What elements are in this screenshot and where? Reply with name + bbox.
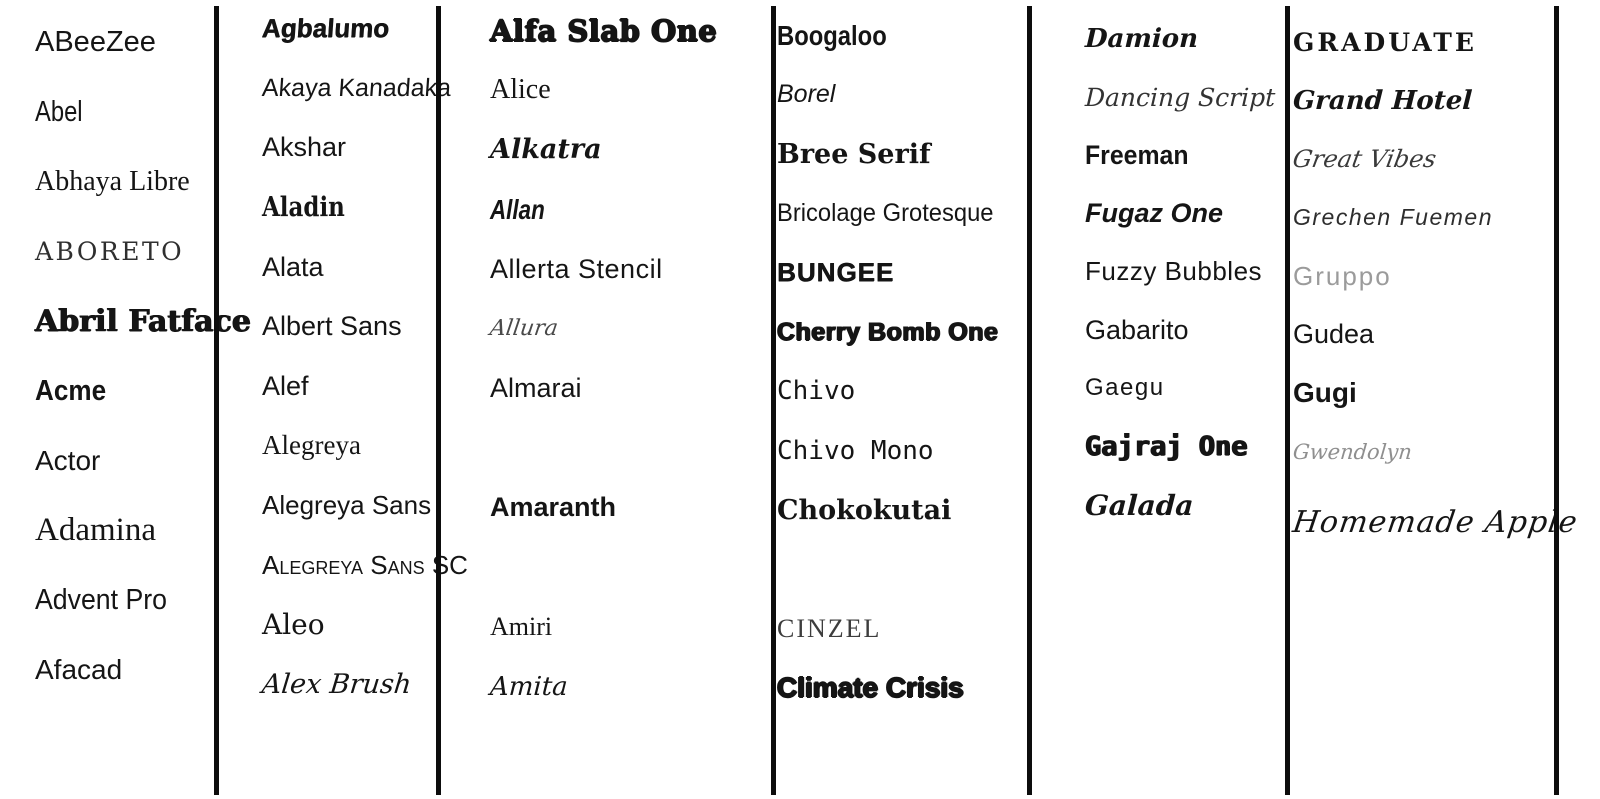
font-name-almarai: Almarai — [490, 372, 582, 403]
column-divider — [214, 6, 219, 795]
font-name-climate-crisis: Climate Crisis — [777, 671, 964, 703]
font-name-alkatra: Alkatra — [490, 134, 602, 166]
font-name-akshar: Akshar — [262, 132, 347, 163]
font-column-5: Damion Dancing Script Freeman Fugaz One Fuzz… — [1084, 10, 1281, 534]
font-name-great-vibes: Great Vibes — [1290, 145, 1439, 174]
font-column-1: ABeeZee Abel Abhaya Libre ABORETO Abril Fatf… — [35, 8, 251, 705]
font-name-alegreya: Alegreya — [262, 430, 361, 461]
font-name-abril-fatface: Abril Fatface — [35, 304, 251, 340]
font-name-bungee: BUNGEE — [777, 257, 895, 288]
font-name-advent-pro: Advent Pro — [35, 583, 168, 616]
font-name-dancing-script: Dancing Script — [1084, 82, 1276, 112]
font-name-alegreya-sans: Alegreya Sans — [262, 490, 432, 521]
empty-slot — [490, 418, 766, 478]
font-name-borel: Borel — [777, 80, 836, 109]
font-name-cinzel: CINZEL — [777, 613, 882, 643]
font-name-fugaz-one: Fugaz One — [1085, 198, 1224, 229]
font-name-akaya-kanadaka: Akaya Kanadaka — [261, 73, 453, 102]
font-name-albert-sans: Albert Sans — [262, 311, 402, 342]
font-name-alfa-slab-one: Alfa Slab One — [490, 13, 718, 48]
font-name-chivo-mono: Chivo Mono — [777, 435, 934, 466]
font-name-aladin: Aladin — [262, 192, 345, 224]
font-name-gugi: Gugi — [1293, 377, 1357, 409]
column-divider — [771, 6, 776, 795]
font-name-abel: Abel — [35, 96, 83, 129]
column-divider — [436, 6, 441, 795]
font-name-abeezee: ABeeZee — [35, 26, 156, 59]
font-column-6: GRADUATE Grand Hotel Great Vibes Grechen Fu… — [1291, 13, 1581, 552]
font-name-alata: Alata — [262, 251, 324, 282]
font-name-gabarito: Gabarito — [1085, 314, 1189, 345]
font-name-allerta-stencil: Allerta Stencil — [490, 253, 663, 284]
font-column-3: Alfa Slab One Alice Alkatra Allan Allerta St… — [488, 1, 766, 716]
column-divider — [1027, 6, 1032, 795]
font-name-graduate: GRADUATE — [1293, 27, 1477, 57]
font-column-2: Agbalumo Akaya Kanadaka Akshar Aladin Alata A… — [260, 0, 468, 714]
font-name-alice: Alice — [490, 74, 551, 106]
font-name-alef: Alef — [262, 370, 309, 401]
font-name-abhaya-libre: Abhaya Libre — [35, 166, 190, 198]
font-name-acme: Acme — [35, 374, 107, 407]
font-name-amiri: Amiri — [490, 611, 553, 641]
empty-slot — [777, 540, 1023, 599]
font-name-homemade-apple: Homemade Apple — [1290, 504, 1581, 540]
font-name-boogaloo: Boogaloo — [777, 19, 887, 51]
font-name-galada: Galada — [1084, 488, 1195, 522]
column-divider — [1554, 6, 1559, 795]
font-name-damion: Damion — [1084, 24, 1199, 55]
font-name-allan: Allan — [490, 193, 545, 225]
font-name-fuzzy-bubbles: Fuzzy Bubbles — [1085, 256, 1263, 287]
font-name-gajraj-one: Gajraj One — [1085, 430, 1248, 462]
font-name-alegreya-sans-sc: Alegreya Sans SC — [262, 549, 468, 580]
font-name-amita: Amita — [489, 671, 569, 702]
font-name-agbalumo: Agbalumo — [260, 13, 391, 44]
column-divider — [1285, 6, 1290, 795]
font-name-freeman: Freeman — [1085, 139, 1189, 170]
font-name-afacad: Afacad — [35, 654, 123, 686]
font-name-alex-brush: Alex Brush — [260, 668, 413, 700]
font-column-4: Boogaloo Borel Bree Serif Bricolage Grotesq… — [777, 6, 1023, 718]
font-name-aboreto: ABORETO — [35, 237, 185, 267]
font-name-grechen-fuemen: Grechen Fuemen — [1293, 204, 1493, 231]
font-name-bricolage-grotesque: Bricolage Grotesque — [777, 199, 994, 228]
font-name-gruppo: Gruppo — [1293, 260, 1392, 291]
empty-slot — [490, 537, 766, 597]
font-name-gaegu: Gaegu — [1085, 374, 1165, 402]
font-name-bree-serif: Bree Serif — [777, 138, 931, 170]
font-name-actor: Actor — [35, 444, 101, 476]
font-name-amaranth: Amaranth — [490, 492, 617, 523]
font-name-chivo: Chivo — [777, 376, 856, 407]
font-name-gudea: Gudea — [1293, 319, 1375, 350]
font-name-aleo: Aleo — [262, 608, 325, 642]
font-name-gwendolyn: Gwendolyn — [1291, 439, 1413, 464]
font-name-cherry-bomb-one: Cherry Bomb One — [777, 317, 999, 346]
font-name-adamina: Adamina — [35, 512, 156, 549]
font-name-grand-hotel: Grand Hotel — [1292, 85, 1474, 116]
font-name-chokokutai: Chokokutai — [777, 494, 952, 526]
font-name-allura: Allura — [488, 316, 560, 342]
